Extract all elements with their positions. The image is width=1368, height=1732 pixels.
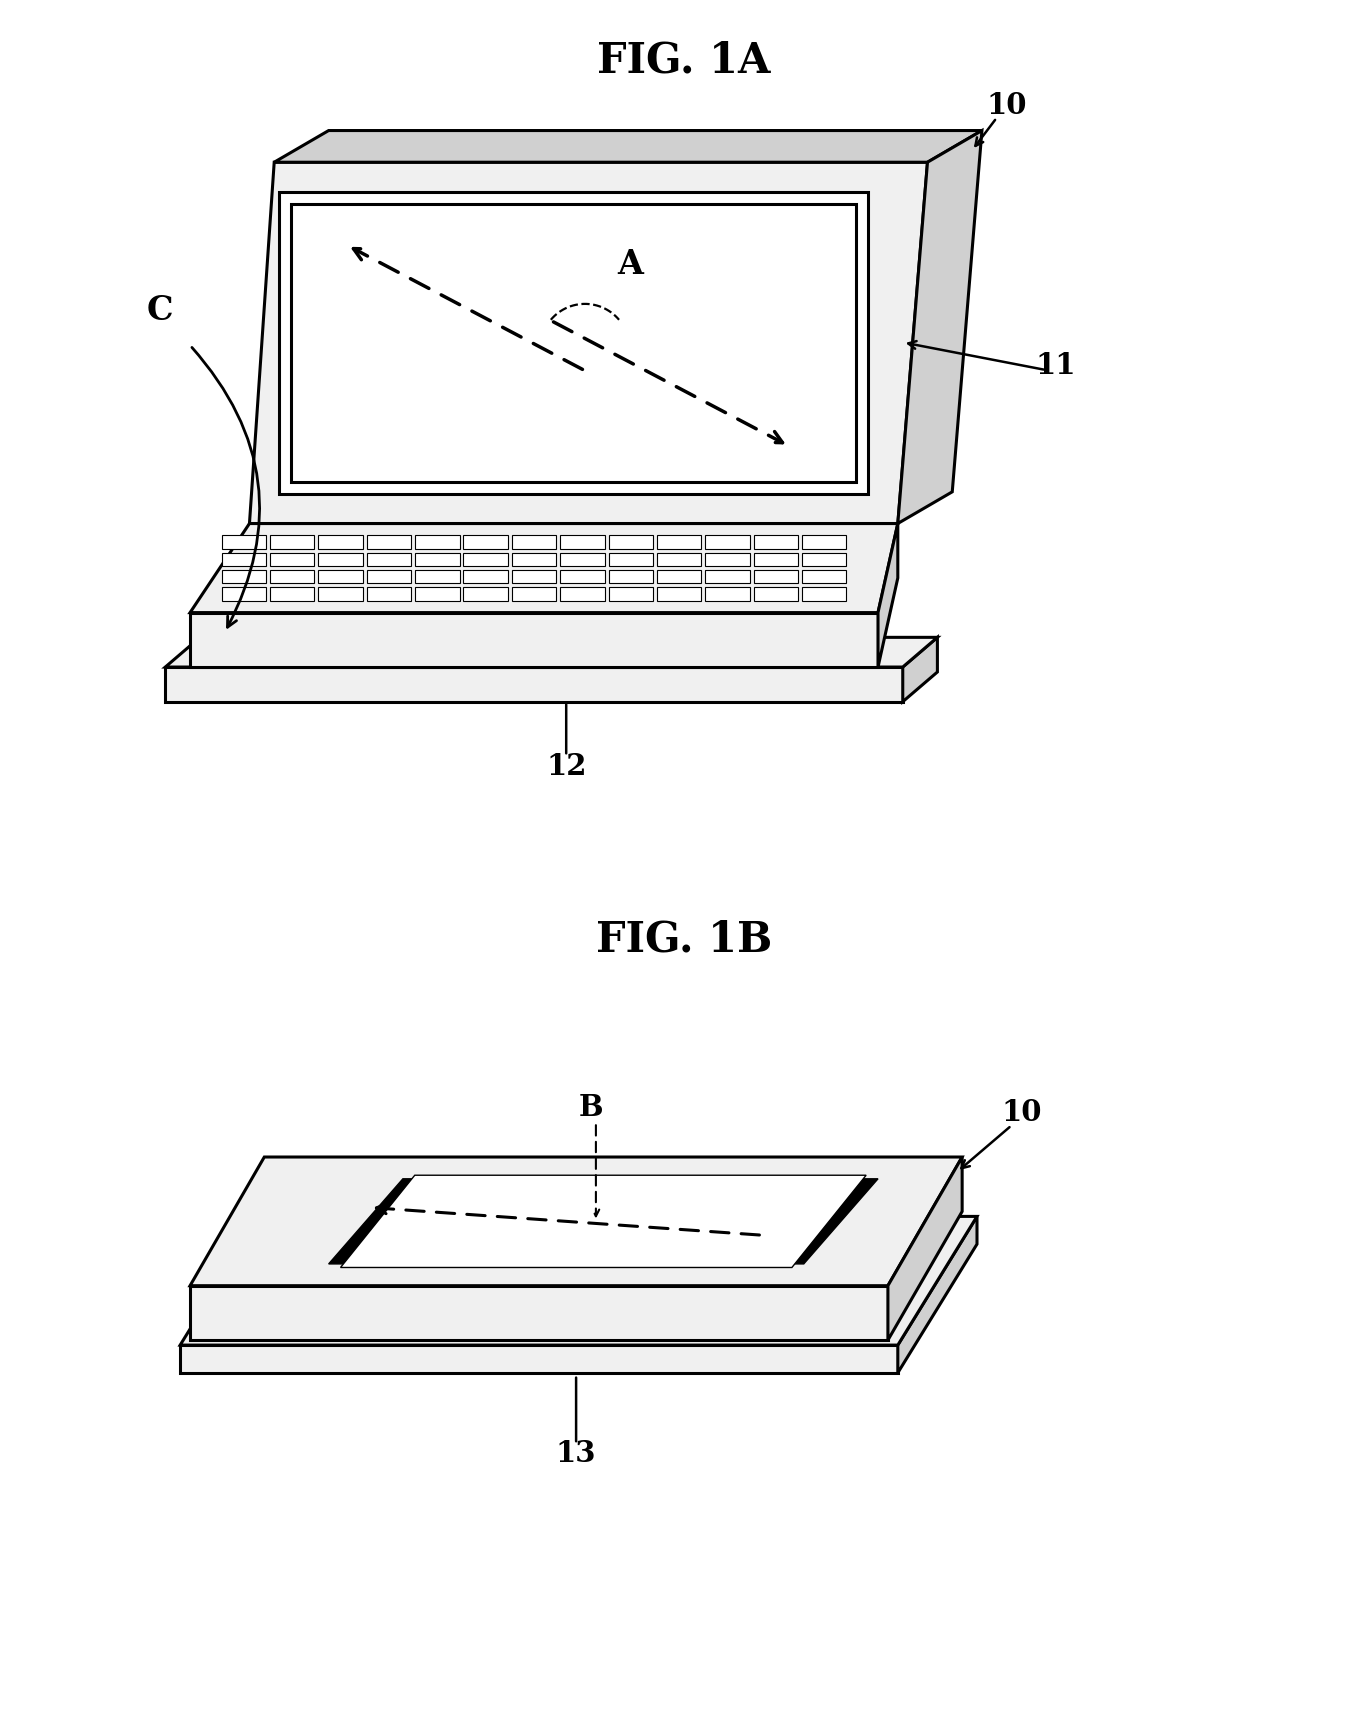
Polygon shape <box>802 570 847 584</box>
Polygon shape <box>802 587 847 601</box>
Text: FIG. 1B: FIG. 1B <box>596 918 772 960</box>
Polygon shape <box>754 570 798 584</box>
Polygon shape <box>512 535 557 549</box>
Polygon shape <box>367 587 412 601</box>
Polygon shape <box>897 1216 977 1373</box>
Polygon shape <box>512 587 557 601</box>
Polygon shape <box>706 587 750 601</box>
Polygon shape <box>367 535 412 549</box>
Polygon shape <box>222 535 267 549</box>
Polygon shape <box>415 535 460 549</box>
Polygon shape <box>802 553 847 566</box>
Polygon shape <box>279 192 869 494</box>
Polygon shape <box>609 587 653 601</box>
Polygon shape <box>609 570 653 584</box>
Polygon shape <box>181 1346 897 1373</box>
Polygon shape <box>222 570 267 584</box>
Polygon shape <box>512 553 557 566</box>
Polygon shape <box>274 130 982 163</box>
Polygon shape <box>319 553 363 566</box>
Polygon shape <box>328 1179 878 1264</box>
Polygon shape <box>878 523 897 667</box>
Polygon shape <box>415 570 460 584</box>
Polygon shape <box>166 637 937 667</box>
Polygon shape <box>415 553 460 566</box>
Polygon shape <box>897 130 982 523</box>
Polygon shape <box>367 570 412 584</box>
Polygon shape <box>319 587 363 601</box>
Polygon shape <box>190 1157 962 1285</box>
Polygon shape <box>802 535 847 549</box>
Polygon shape <box>269 553 315 566</box>
Polygon shape <box>166 667 903 701</box>
Polygon shape <box>706 535 750 549</box>
Polygon shape <box>190 613 878 667</box>
Text: 13: 13 <box>555 1439 596 1469</box>
Polygon shape <box>341 1176 866 1268</box>
Text: 11: 11 <box>1036 350 1077 379</box>
Text: 12: 12 <box>546 752 587 781</box>
Polygon shape <box>903 637 937 701</box>
Polygon shape <box>512 570 557 584</box>
Polygon shape <box>754 553 798 566</box>
Polygon shape <box>754 587 798 601</box>
Polygon shape <box>222 587 267 601</box>
Polygon shape <box>269 587 315 601</box>
Polygon shape <box>560 570 605 584</box>
Polygon shape <box>657 587 702 601</box>
Polygon shape <box>657 535 702 549</box>
Text: A: A <box>617 248 643 282</box>
Text: FIG. 1A: FIG. 1A <box>598 40 770 81</box>
Polygon shape <box>560 535 605 549</box>
Polygon shape <box>367 553 412 566</box>
Text: B: B <box>579 1093 603 1122</box>
Polygon shape <box>560 587 605 601</box>
Polygon shape <box>560 553 605 566</box>
Polygon shape <box>464 587 508 601</box>
Polygon shape <box>190 1285 888 1341</box>
Polygon shape <box>888 1157 962 1341</box>
Polygon shape <box>464 553 508 566</box>
Text: C: C <box>148 294 174 327</box>
Polygon shape <box>657 570 702 584</box>
Polygon shape <box>657 553 702 566</box>
Polygon shape <box>249 163 928 523</box>
Polygon shape <box>754 535 798 549</box>
Polygon shape <box>291 204 856 481</box>
Polygon shape <box>319 570 363 584</box>
Polygon shape <box>319 535 363 549</box>
Polygon shape <box>464 570 508 584</box>
Polygon shape <box>269 535 315 549</box>
Text: 10: 10 <box>986 92 1027 120</box>
Text: 10: 10 <box>1001 1098 1042 1128</box>
Polygon shape <box>181 1216 977 1346</box>
Polygon shape <box>706 570 750 584</box>
Polygon shape <box>706 553 750 566</box>
Polygon shape <box>609 535 653 549</box>
Polygon shape <box>609 553 653 566</box>
Polygon shape <box>464 535 508 549</box>
Polygon shape <box>190 523 897 613</box>
Polygon shape <box>222 553 267 566</box>
Polygon shape <box>415 587 460 601</box>
Polygon shape <box>269 570 315 584</box>
